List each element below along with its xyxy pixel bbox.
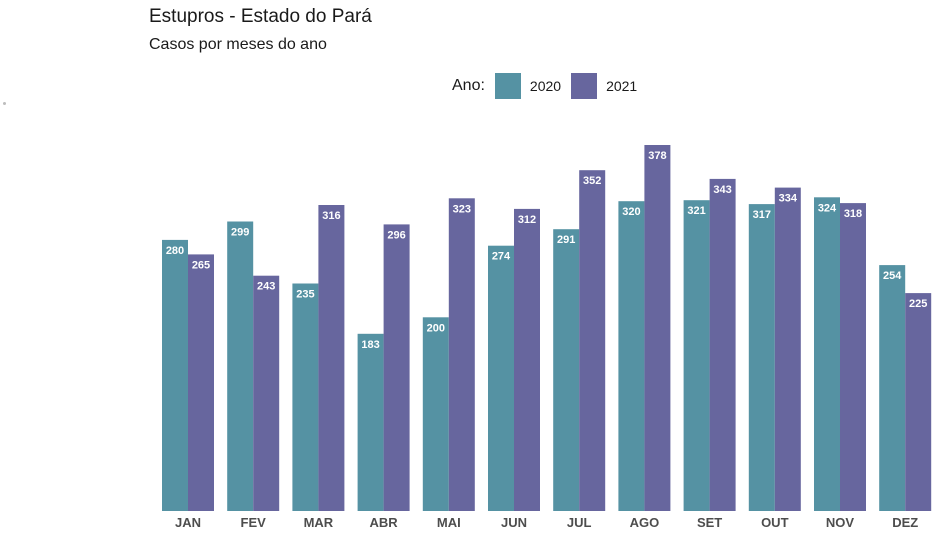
bar-set-2020 [683,200,710,511]
bar-fev-2020 [227,221,254,511]
x-tick-label-mar: MAR [304,515,334,530]
x-tick-label-fev: FEV [241,515,267,530]
bar-label-ago-2020: 320 [622,206,640,218]
bar-label-jun-2020: 274 [492,251,511,263]
legend-swatch-2021 [571,73,598,99]
x-tick-label-mai: MAI [437,515,461,530]
bar-nov-2020 [814,197,840,512]
bar-label-ago-2021: 378 [648,150,666,162]
bar-label-jan-2021: 265 [192,259,210,271]
legend-title: Ano: [452,77,485,94]
x-tick-label-jun: JUN [501,515,527,530]
x-tick-label-nov: NOV [826,515,855,530]
decorative-dot [3,102,6,105]
chart-title: Estupros - Estado do Pará [149,6,372,27]
bar-mai-2021 [448,198,475,512]
bar-label-abr-2020: 183 [361,339,379,351]
bar-label-nov-2020: 324 [818,202,837,214]
bar-out-2021 [774,187,801,511]
bar-label-mar-2020: 235 [296,289,314,301]
chart-subtitle: Casos por meses do ano [149,36,327,53]
bar-label-fev-2021: 243 [257,281,275,293]
bar-label-jun-2021: 312 [518,214,536,226]
bar-fev-2021 [253,275,280,511]
x-tick-label-out: OUT [761,515,789,530]
bar-jul-2021 [579,170,606,511]
bar-dez-2020 [879,265,906,511]
bar-label-mai-2021: 323 [453,203,471,215]
bar-abr-2021 [383,224,410,511]
bar-dez-2021 [905,293,932,511]
bar-mar-2020 [292,283,319,511]
bar-nov-2021 [840,203,866,511]
legend-item-2020: 2020 [494,73,562,99]
x-tick-label-ago: AGO [630,515,660,530]
bar-label-jul-2020: 291 [557,234,575,246]
bar-jul-2020 [553,229,580,511]
bar-label-mar-2021: 316 [322,210,340,222]
x-tick-label-jul: JUL [567,515,592,530]
bar-jan-2021 [188,254,214,511]
bar-label-set-2021: 343 [713,184,731,196]
bar-label-set-2020: 321 [687,205,705,217]
x-tick-label-abr: ABR [370,515,399,530]
x-tick-label-jan: JAN [175,515,201,530]
bar-label-dez-2021: 225 [909,298,927,310]
bar-label-fev-2020: 299 [231,227,249,239]
legend-item-2021: 2021 [571,73,637,99]
bar-jan-2020 [162,239,188,511]
bar-label-jul-2021: 352 [583,175,601,187]
bar-set-2021 [709,178,736,511]
legend: Ano: 2020 2021 [452,73,647,99]
bar-label-abr-2021: 296 [387,229,405,241]
bar-label-nov-2021: 318 [844,208,862,220]
bar-abr-2020 [357,333,384,511]
bar-label-out-2021: 334 [779,193,798,205]
bar-jun-2021 [514,208,540,511]
bar-ago-2020 [618,201,645,511]
bar-ago-2021 [644,145,671,511]
legend-swatch-2020 [494,73,521,99]
bar-label-mai-2020: 200 [427,322,445,334]
x-tick-label-dez: DEZ [892,515,918,530]
legend-label-2020: 2020 [529,78,562,94]
bar-out-2020 [748,204,775,511]
bar-label-out-2020: 317 [753,209,771,221]
bar-label-dez-2020: 254 [883,270,902,282]
bar-jun-2020 [488,245,514,511]
bar-mar-2021 [318,205,345,511]
bar-label-jan-2020: 280 [166,245,184,257]
bar-mai-2020 [422,317,449,511]
legend-label-2021: 2021 [606,78,638,94]
x-tick-label-set: SET [697,515,722,530]
